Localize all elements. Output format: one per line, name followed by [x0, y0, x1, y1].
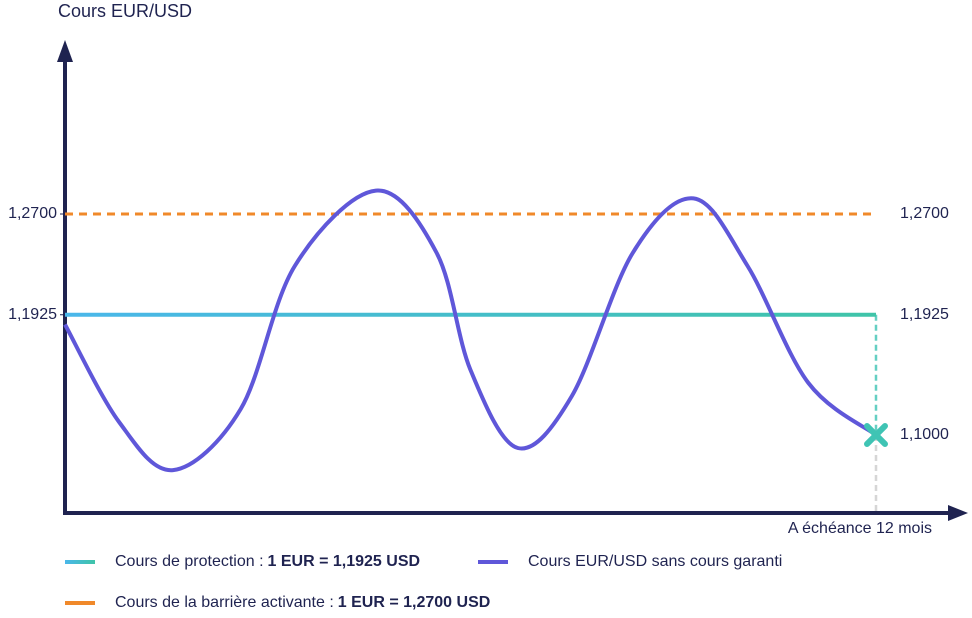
end-marker-stroke	[864, 423, 888, 447]
y-tick-label: 1,2700	[8, 205, 57, 222]
legend-entry: Cours EUR/USD sans cours garanti	[528, 553, 782, 570]
x-axis-arrow	[948, 505, 968, 521]
legend-detail: 1 EUR = 1,2700 USD	[338, 594, 491, 611]
right-label: 1,1925	[900, 306, 949, 323]
legend-detail: 1 EUR = 1,1925 USD	[268, 553, 421, 570]
legend-entry: Cours de la barrière activante :1 EUR = …	[115, 594, 490, 611]
y-axis-arrow	[57, 40, 73, 62]
right-label: 1,2700	[900, 205, 949, 222]
end-marker	[864, 423, 888, 447]
right-label: 1,1000	[900, 426, 949, 443]
chart-title: Cours EUR/USD	[58, 1, 192, 21]
legend-label: Cours de la barrière activante :	[115, 594, 334, 611]
legend-entry: Cours de protection :1 EUR = 1,1925 USD	[115, 553, 420, 570]
legend-label: Cours EUR/USD sans cours garanti	[528, 553, 782, 570]
legend-label: Cours de protection :	[115, 553, 264, 570]
x-axis-label: A échéance 12 mois	[788, 520, 932, 537]
y-tick-label: 1,1925	[8, 306, 57, 323]
rate-curve	[63, 188, 878, 473]
